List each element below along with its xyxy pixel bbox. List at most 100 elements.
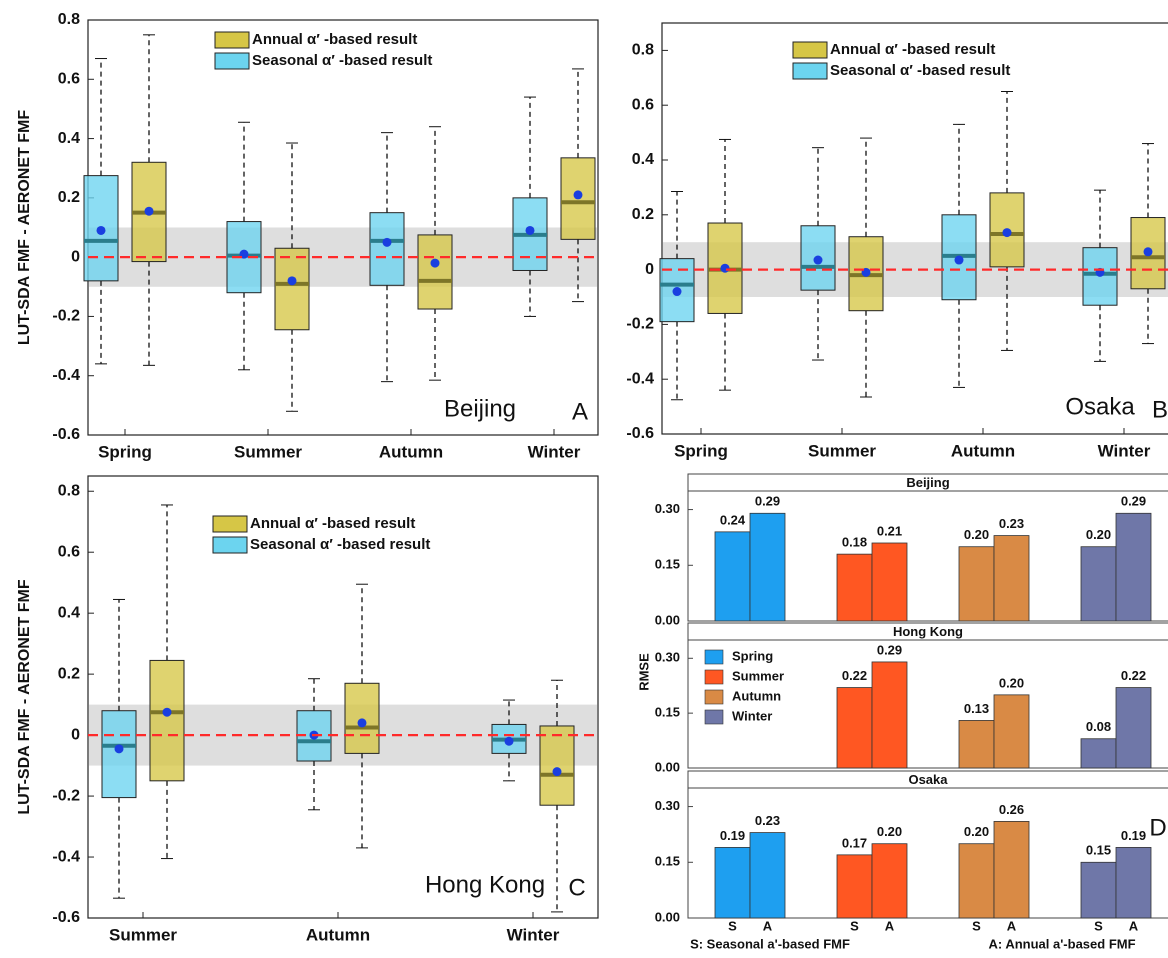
y-tick-label: 0.2 xyxy=(58,189,80,206)
value-label: 0.22 xyxy=(1121,668,1146,683)
x-tick-label: Summer xyxy=(234,442,302,461)
legend-swatch xyxy=(214,52,250,70)
site-label: Hong Kong xyxy=(425,871,545,898)
legend-swatch xyxy=(704,709,724,725)
legend-swatch xyxy=(704,649,724,665)
legend-label: Winter xyxy=(732,708,772,723)
value-label: 0.23 xyxy=(999,516,1024,531)
mean-dot xyxy=(552,767,562,777)
x-tick-label: Spring xyxy=(98,442,152,461)
mean-dot xyxy=(430,258,440,268)
y-tick-label: 0.8 xyxy=(58,482,80,499)
box xyxy=(417,234,453,310)
legend-label: Annual α′ -based result xyxy=(252,31,417,48)
mean-dot xyxy=(1002,228,1012,238)
panel-label: C xyxy=(568,874,585,901)
x-tick-label: S xyxy=(728,918,737,933)
bar xyxy=(714,531,751,622)
value-label: 0.29 xyxy=(755,494,780,509)
legend-label: Annual α′ -based result xyxy=(830,41,995,58)
y-tick-label: 0.15 xyxy=(655,557,680,572)
y-tick-label: 0.2 xyxy=(632,206,654,223)
x-tick-label: A xyxy=(1007,918,1017,933)
value-label: 0.20 xyxy=(964,527,989,542)
y-tick-label: 0.6 xyxy=(58,71,80,88)
bar xyxy=(993,694,1030,769)
box xyxy=(989,192,1025,268)
mean-dot xyxy=(287,276,297,286)
y-tick-label: -0.2 xyxy=(52,787,80,804)
y-tick-label: -0.6 xyxy=(52,909,80,926)
bar xyxy=(1115,847,1152,919)
legend-swatch xyxy=(214,31,250,49)
y-tick-label: 0.8 xyxy=(632,42,654,59)
mean-dot xyxy=(813,255,823,265)
bar xyxy=(1080,738,1117,769)
y-tick-label: 0.30 xyxy=(655,650,680,665)
x-tick-label: Autumn xyxy=(306,925,370,944)
y-tick-label: 0.6 xyxy=(632,96,654,113)
y-tick-label: -0.2 xyxy=(52,308,80,325)
legend-label: Spring xyxy=(732,648,773,663)
y-tick-label: 0 xyxy=(71,248,80,265)
facet-title: Osaka xyxy=(908,772,948,787)
panel-label: D xyxy=(1149,814,1166,841)
box xyxy=(149,659,185,782)
y-tick-label: -0.4 xyxy=(626,370,654,387)
value-label: 0.19 xyxy=(720,828,745,843)
value-label: 0.21 xyxy=(877,523,902,538)
x-tick-label: Autumn xyxy=(951,441,1015,460)
x-tick-label: Summer xyxy=(109,925,177,944)
mean-dot xyxy=(162,707,172,717)
y-tick-label: -0.4 xyxy=(52,367,80,384)
bar xyxy=(871,843,908,919)
bar xyxy=(749,832,786,919)
value-label: 0.08 xyxy=(1086,719,1111,734)
bar xyxy=(836,553,873,622)
value-label: 0.20 xyxy=(964,824,989,839)
value-label: 0.24 xyxy=(720,512,746,527)
box xyxy=(539,725,575,806)
bar xyxy=(958,720,995,769)
mean-dot xyxy=(96,225,106,235)
y-tick-label: -0.6 xyxy=(52,426,80,443)
x-tick-label: Winter xyxy=(528,442,581,461)
site-label: Beijing xyxy=(444,395,516,422)
box xyxy=(101,710,137,799)
mean-dot xyxy=(1143,247,1153,257)
y-tick-label: 0.6 xyxy=(58,543,80,560)
x-axis-note: S: Seasonal a'-based FMF xyxy=(690,936,850,951)
y-tick-label: 0.00 xyxy=(655,759,680,774)
y-tick-label: 0.15 xyxy=(655,854,680,869)
y-tick-label: 0.4 xyxy=(632,151,654,168)
legend-swatch xyxy=(704,669,724,685)
y-tick-label: 0.2 xyxy=(58,665,80,682)
value-label: 0.23 xyxy=(755,813,780,828)
mean-dot xyxy=(382,237,392,247)
bar xyxy=(958,546,995,622)
x-tick-label: S xyxy=(850,918,859,933)
x-tick-label: Autumn xyxy=(379,442,443,461)
y-tick-label: 0.4 xyxy=(58,604,80,621)
y-tick-label: 0.30 xyxy=(655,798,680,813)
bar xyxy=(749,512,786,622)
x-tick-label: Winter xyxy=(1098,441,1151,460)
y-axis-label: LUT-SDA FMF - AERONET FMF xyxy=(16,110,33,345)
x-tick-label: S xyxy=(1094,918,1103,933)
box xyxy=(274,247,310,331)
bar xyxy=(871,661,908,769)
panel-label: B xyxy=(1152,396,1168,423)
value-label: 0.18 xyxy=(842,535,867,550)
bar xyxy=(836,687,873,769)
facet-title: Beijing xyxy=(906,475,949,490)
mean-dot xyxy=(954,255,964,265)
legend-swatch xyxy=(792,62,828,80)
bar xyxy=(958,843,995,919)
legend-label: Autumn xyxy=(732,688,781,703)
bar xyxy=(993,821,1030,919)
mean-dot xyxy=(573,190,583,200)
y-tick-label: 0.00 xyxy=(655,612,680,627)
x-tick-label: Summer xyxy=(808,441,876,460)
legend-swatch xyxy=(212,515,248,533)
value-label: 0.29 xyxy=(1121,494,1146,509)
